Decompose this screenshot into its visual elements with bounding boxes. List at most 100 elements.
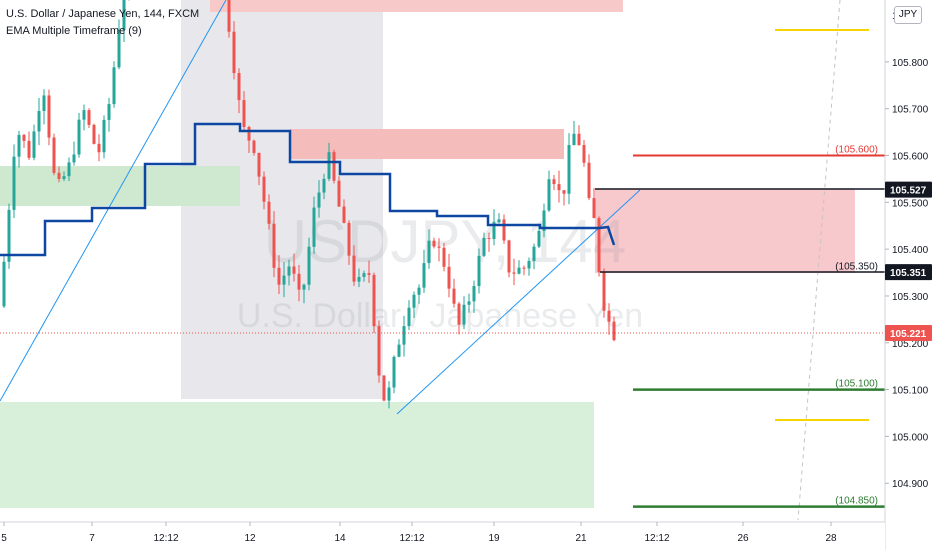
candle-body: [567, 145, 571, 194]
candle-body: [442, 247, 446, 267]
price-tick-label: 105.100: [892, 386, 929, 397]
price-badge: [885, 181, 932, 198]
supply-zone-middle: [290, 129, 564, 159]
candle-body: [322, 178, 326, 193]
candle-body: [492, 222, 496, 239]
time-axis[interactable]: [0, 522, 885, 550]
supply-zone-right: [595, 189, 855, 273]
candle-body: [327, 152, 331, 179]
candle-body: [267, 201, 271, 224]
time-tick-label: 12:12: [153, 533, 178, 544]
candle-body: [562, 190, 566, 194]
candle-body: [312, 207, 316, 247]
price-tick-label: 105.200: [892, 339, 929, 350]
time-tick-label: 12: [244, 533, 256, 544]
candle-body: [602, 272, 606, 311]
price-tick-label: 105.700: [892, 105, 929, 116]
candle-body: [377, 326, 381, 376]
candle-body: [122, 0, 126, 30]
candle-body: [432, 240, 436, 247]
candle-body: [397, 344, 401, 357]
candle-body: [487, 237, 491, 239]
candle-body: [417, 287, 421, 295]
candle-body: [32, 131, 36, 158]
candle-body: [447, 266, 451, 289]
price-badge-label: 105.221: [890, 329, 927, 340]
candle-body: [87, 110, 91, 125]
candle-body: [47, 95, 51, 138]
candle-body: [352, 255, 356, 282]
candle-body: [317, 192, 321, 208]
candle-body: [387, 387, 391, 401]
candle-body: [612, 321, 616, 341]
candle-body: [412, 294, 416, 308]
candle-body: [252, 140, 256, 153]
candle-body: [547, 179, 551, 211]
candle-body: [572, 133, 576, 146]
candle-body: [437, 246, 441, 248]
candle-body: [277, 267, 281, 285]
candle-body: [372, 274, 376, 327]
candle-body: [527, 260, 531, 269]
time-tick-label: 5: [1, 533, 7, 544]
time-tick-label: 14: [334, 533, 346, 544]
candle-body: [82, 110, 86, 120]
candle-body: [362, 273, 366, 277]
price-tick-label: 105.400: [892, 245, 929, 256]
candle-body: [72, 154, 76, 163]
currency-button[interactable]: JPY: [894, 6, 922, 24]
candle-body: [427, 240, 431, 264]
candle-body: [302, 284, 306, 290]
price-tick-label: 105.500: [892, 198, 929, 209]
time-tick-label: 21: [575, 533, 587, 544]
indicator-legend[interactable]: EMA Multiple Timeframe (9): [6, 25, 142, 37]
candle-body: [282, 275, 286, 285]
candle-body: [402, 326, 406, 345]
time-tick-label: 26: [737, 533, 749, 544]
candle-body: [117, 29, 121, 68]
price-tick-label: 105.000: [892, 432, 929, 443]
time-tick-label: 28: [825, 533, 837, 544]
price-badge: [885, 324, 932, 341]
candle-body: [582, 145, 586, 163]
candle-body: [452, 288, 456, 304]
candle-body: [537, 230, 541, 247]
candle-body: [102, 119, 106, 153]
candle-body: [597, 218, 601, 273]
candle-body: [587, 162, 591, 199]
candle-body: [607, 310, 611, 322]
candle-body: [557, 184, 561, 191]
candle-body: [577, 133, 581, 146]
candle-body: [482, 237, 486, 256]
candle-body: [517, 267, 521, 274]
candle-body: [242, 100, 246, 127]
candle-body: [497, 219, 501, 223]
candle-body: [62, 176, 66, 179]
candle-body: [262, 176, 266, 202]
price-badge-label: 105.351: [890, 268, 927, 279]
level-label: (105.350): [835, 262, 878, 273]
candle-body: [12, 156, 16, 210]
demand-zone-bottom: [0, 402, 594, 508]
candle-body: [232, 31, 236, 74]
candle-body: [467, 301, 471, 305]
chart-title: U.S. Dollar / Japanese Yen, 144, FXCM: [6, 8, 200, 20]
candle-body: [502, 219, 506, 241]
time-axis-ticks: 5 7 12:12 12 14 12:12 19 21 12:12 26 28: [1, 522, 837, 544]
candle-body: [342, 206, 346, 223]
ema-multiple-timeframe-line: [0, 122, 616, 257]
supply-zone-top: [210, 0, 623, 12]
price-tick-label: 104.900: [892, 479, 929, 490]
price-tick-label: 105.800: [892, 58, 929, 69]
candle-body: [272, 223, 276, 268]
level-lines: (105.600) (105.350) (105.100) (104.850): [633, 145, 885, 508]
candle-body: [382, 375, 386, 401]
trendline-left: [0, 0, 227, 402]
candle-body: [107, 104, 111, 120]
candle-body: [307, 246, 311, 285]
time-tick-label: 7: [89, 533, 95, 544]
candle-body: [27, 140, 31, 158]
price-badges: 105.527 105.351 105.221: [885, 181, 932, 341]
